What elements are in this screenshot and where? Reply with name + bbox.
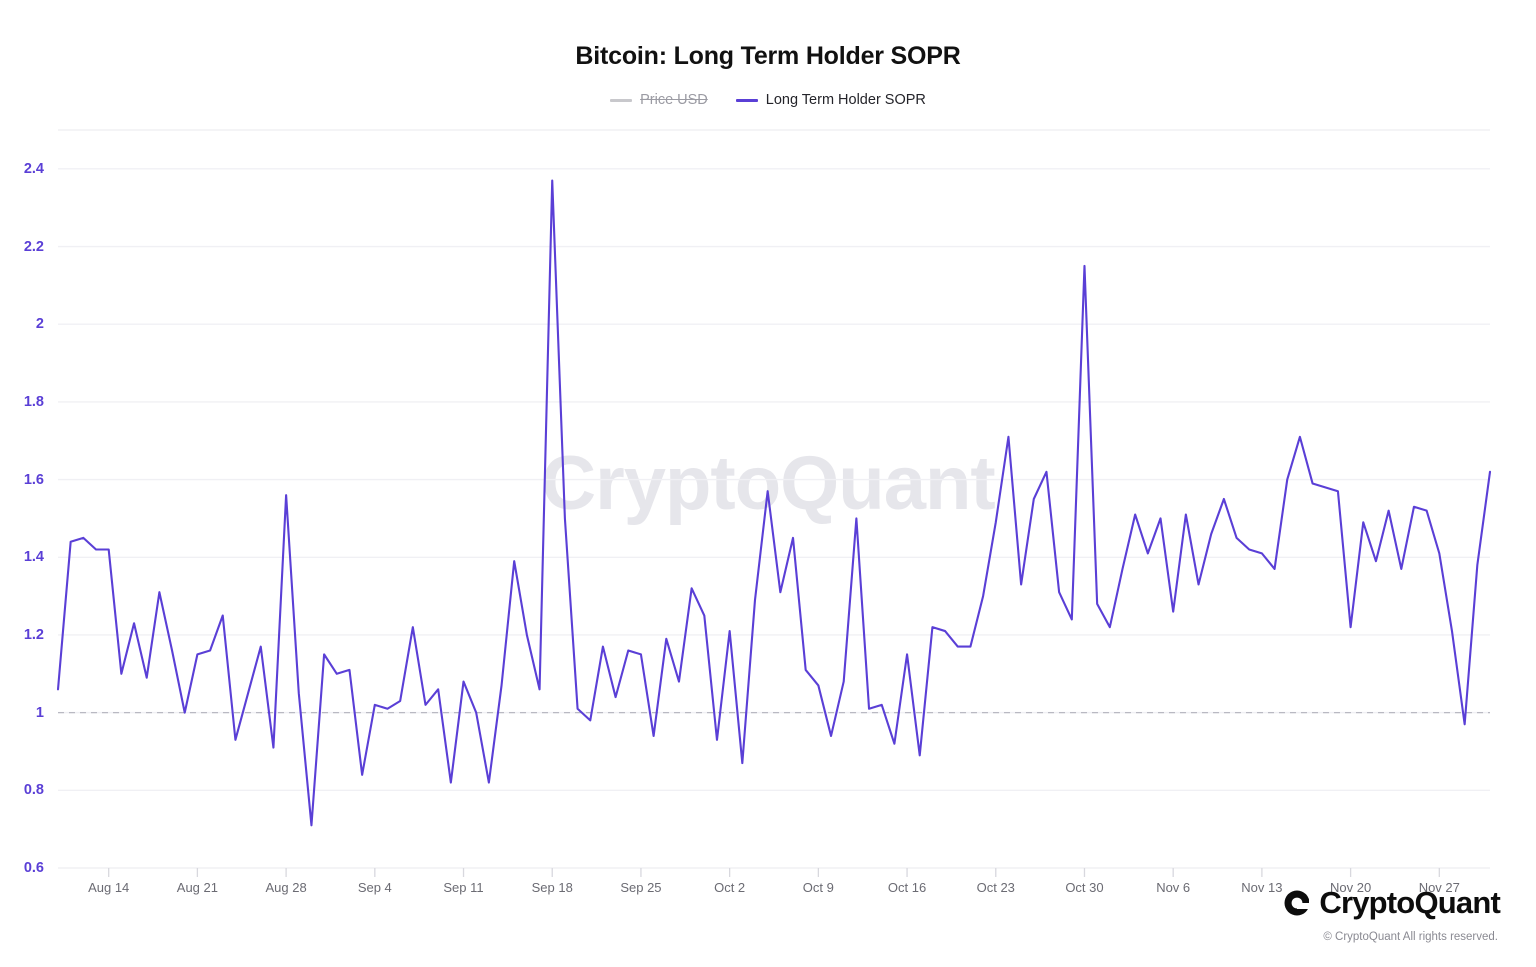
x-tick-label-8: Oct 9 bbox=[802, 880, 834, 895]
x-tick-label-4: Sep 11 bbox=[443, 880, 484, 895]
x-tick-label-9: Oct 16 bbox=[887, 880, 927, 895]
y-tick-label-7: 2 bbox=[35, 316, 44, 333]
chart-legend: Price USD Long Term Holder SOPR bbox=[0, 92, 1536, 108]
y-tick-label-3: 1.2 bbox=[23, 626, 44, 643]
y-tick-label-2: 1 bbox=[35, 704, 44, 721]
brand-logo: CryptoQuant bbox=[1275, 885, 1501, 921]
x-tick-label-7: Oct 2 bbox=[714, 880, 746, 895]
x-tick-label-3: Sep 4 bbox=[357, 880, 392, 895]
legend-item-price-usd[interactable]: Price USD bbox=[610, 92, 708, 108]
page-title: Bitcoin: Long Term Holder SOPR bbox=[575, 42, 961, 70]
x-tick-label-10: Oct 23 bbox=[976, 880, 1015, 895]
legend-item-long-term-holder-sopr[interactable]: Long Term Holder SOPR bbox=[735, 92, 926, 108]
x-tick-label-11: Oct 30 bbox=[1065, 880, 1104, 895]
x-tick-label-5: Sep 18 bbox=[531, 880, 573, 895]
x-tick-label-15: Nov 27 bbox=[1418, 880, 1460, 895]
brand-name: CryptoQuant bbox=[1319, 885, 1500, 920]
y-tick-label-5: 1.6 bbox=[23, 471, 44, 488]
series-line-long-term-holder-sopr[interactable] bbox=[56, 179, 1492, 827]
x-tick-label-14: Nov 20 bbox=[1329, 880, 1372, 895]
x-tick-label-6: Sep 25 bbox=[620, 880, 662, 895]
x-tick-label-13: Nov 13 bbox=[1241, 880, 1283, 895]
y-tick-label-9: 2.4 bbox=[23, 160, 44, 177]
legend-swatch-icon bbox=[735, 98, 758, 102]
y-tick-label-1: 0.8 bbox=[23, 782, 44, 799]
legend-label-price-usd: Price USD bbox=[640, 92, 708, 108]
x-tick-label-0: Aug 14 bbox=[88, 880, 130, 895]
y-tick-label-0: 0.6 bbox=[23, 860, 44, 876]
y-tick-label-4: 1.4 bbox=[23, 549, 44, 566]
gridlines-group bbox=[58, 129, 1490, 869]
series-group bbox=[56, 179, 1492, 827]
y-tick-label-6: 1.8 bbox=[23, 393, 44, 410]
legend-label-long-term-holder-sopr: Long Term Holder SOPR bbox=[765, 92, 926, 108]
x-tick-label-1: Aug 21 bbox=[176, 880, 218, 895]
cryptoquant-logo-icon bbox=[1275, 890, 1310, 916]
y-tick-label-8: 2.2 bbox=[23, 238, 44, 255]
x-tick-label-12: Nov 6 bbox=[1156, 880, 1191, 895]
x-axis-ticks-group bbox=[108, 868, 1440, 877]
x-tick-label-2: Aug 28 bbox=[265, 880, 307, 895]
copyright-text: © CryptoQuant All rights reserved. bbox=[1323, 931, 1498, 943]
legend-swatch-icon bbox=[610, 98, 633, 102]
